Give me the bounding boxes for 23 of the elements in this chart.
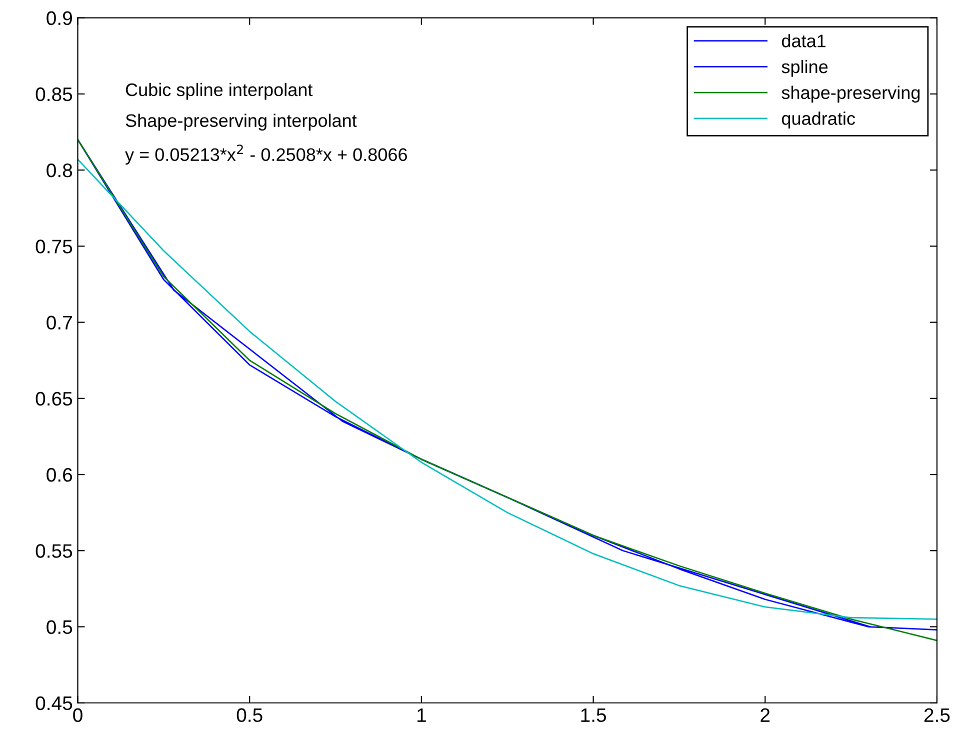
y-tick-label: 0.65 (36, 392, 72, 406)
x-tick-label: 2 (760, 708, 770, 722)
legend-label: data1 (782, 34, 826, 48)
y-tick-label: 0.45 (36, 696, 72, 710)
x-tick-label: 2.5 (924, 708, 950, 722)
x-tick-label: 1.5 (581, 708, 606, 722)
x-tick-label: 0 (73, 708, 82, 722)
annotation: y = 0.05213*x$^{2}$ - 0.2508*x + 0.8066 (125, 144, 407, 165)
legend-label: spline (782, 60, 828, 77)
y-tick-label: 0.6 (46, 468, 72, 482)
y-tick-label: 0.5 (46, 620, 72, 634)
x-tick-label: 0.5 (236, 708, 262, 722)
legend-label: shape-preserving (782, 86, 920, 103)
annotation: Shape-preserving interpolant (126, 114, 357, 131)
y-tick-label: 0.7 (46, 316, 72, 330)
y-tick-label: 0.75 (36, 240, 72, 254)
x-tick-label: 1 (418, 708, 426, 722)
legend-label: quadratic (782, 112, 856, 128)
y-tick-label: 0.9 (46, 11, 72, 26)
y-tick-label: 0.8 (46, 164, 72, 178)
annotation: Cubic spline interpolant (126, 82, 313, 100)
y-tick-label: 0.55 (36, 544, 72, 558)
y-tick-label: 0.85 (36, 87, 72, 102)
